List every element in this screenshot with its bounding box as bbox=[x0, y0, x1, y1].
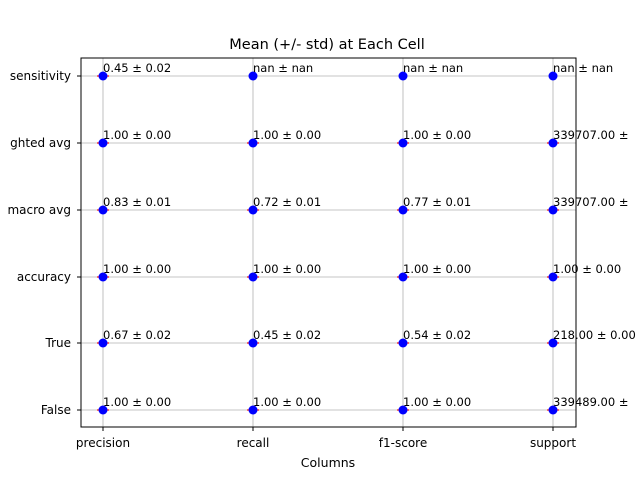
data-label: 0.77 ± 0.01 bbox=[403, 195, 471, 209]
error-bars bbox=[97, 75, 559, 411]
chart-title: Mean (+/- std) at Each Cell bbox=[229, 37, 424, 53]
data-point bbox=[98, 138, 108, 148]
data-point bbox=[248, 71, 258, 81]
data-label: 1.00 ± 0.00 bbox=[253, 395, 321, 409]
y-tick-label: sensitivity bbox=[10, 69, 71, 83]
data-label: 1.00 ± 0.00 bbox=[553, 262, 621, 276]
data-label: 1.00 ± 0.00 bbox=[103, 395, 171, 409]
data-point bbox=[548, 71, 558, 81]
y-tick-label: macro avg bbox=[7, 203, 71, 217]
x-axis-label: Columns bbox=[301, 455, 355, 470]
data-labels: 1.00 ± 0.00 1.00 ± 0.00 1.00 ± 0.00 339489.… bbox=[103, 61, 636, 409]
data-point bbox=[548, 338, 558, 348]
data-label: 1.00 ± 0.00 bbox=[403, 262, 471, 276]
data-label: 0.67 ± 0.02 bbox=[103, 328, 171, 342]
data-point bbox=[248, 138, 258, 148]
data-point bbox=[98, 405, 108, 415]
data-point bbox=[398, 138, 408, 148]
data-label: 339707.00 ± bbox=[553, 128, 628, 142]
data-label: 1.00 ± 0.00 bbox=[403, 395, 471, 409]
data-label: 1.00 ± 0.00 bbox=[103, 128, 171, 142]
data-label: 0.54 ± 0.02 bbox=[403, 328, 471, 342]
data-label: 1.00 ± 0.00 bbox=[253, 128, 321, 142]
x-tick-label: recall bbox=[237, 436, 270, 450]
data-label: 1.00 ± 0.00 bbox=[103, 262, 171, 276]
data-label: 218.00 ± 0.00 bbox=[553, 328, 636, 342]
y-tick-label: accuracy bbox=[17, 270, 71, 284]
data-label: 0.45 ± 0.02 bbox=[253, 328, 321, 342]
data-label: 339489.00 ± bbox=[553, 395, 628, 409]
y-tick-label: False bbox=[41, 403, 71, 417]
data-label: nan ± nan bbox=[253, 61, 313, 75]
data-label: 339707.00 ± bbox=[553, 195, 628, 209]
data-point bbox=[398, 205, 408, 215]
plot-frame bbox=[80, 57, 577, 428]
data-point bbox=[98, 338, 108, 348]
grid-lines bbox=[81, 58, 576, 427]
y-tick-label: True bbox=[45, 336, 72, 350]
data-point bbox=[398, 405, 408, 415]
data-point bbox=[548, 272, 558, 282]
x-tick-label: support bbox=[530, 436, 576, 450]
data-point bbox=[248, 338, 258, 348]
y-tick-label: ghted avg bbox=[10, 136, 71, 150]
data-point bbox=[248, 272, 258, 282]
data-point bbox=[98, 71, 108, 81]
x-axis-ticks: precision recall f1-score support bbox=[76, 427, 576, 450]
data-point bbox=[548, 138, 558, 148]
data-point bbox=[398, 71, 408, 81]
data-point bbox=[398, 272, 408, 282]
data-point bbox=[98, 205, 108, 215]
data-points bbox=[98, 71, 558, 415]
y-axis-ticks: False True accuracy macro avg ghted avg sensi… bbox=[7, 69, 81, 417]
data-label: 1.00 ± 0.00 bbox=[253, 262, 321, 276]
data-label: nan ± nan bbox=[553, 61, 613, 75]
data-point bbox=[248, 205, 258, 215]
data-point bbox=[548, 405, 558, 415]
data-label: nan ± nan bbox=[403, 61, 463, 75]
data-label: 0.72 ± 0.01 bbox=[253, 195, 321, 209]
x-tick-label: precision bbox=[76, 436, 130, 450]
data-label: 0.45 ± 0.02 bbox=[103, 61, 171, 75]
data-label: 1.00 ± 0.00 bbox=[403, 128, 471, 142]
x-tick-label: f1-score bbox=[379, 436, 427, 450]
data-point bbox=[548, 205, 558, 215]
data-point bbox=[248, 405, 258, 415]
data-point bbox=[98, 272, 108, 282]
data-label: 0.83 ± 0.01 bbox=[103, 195, 171, 209]
data-point bbox=[398, 338, 408, 348]
